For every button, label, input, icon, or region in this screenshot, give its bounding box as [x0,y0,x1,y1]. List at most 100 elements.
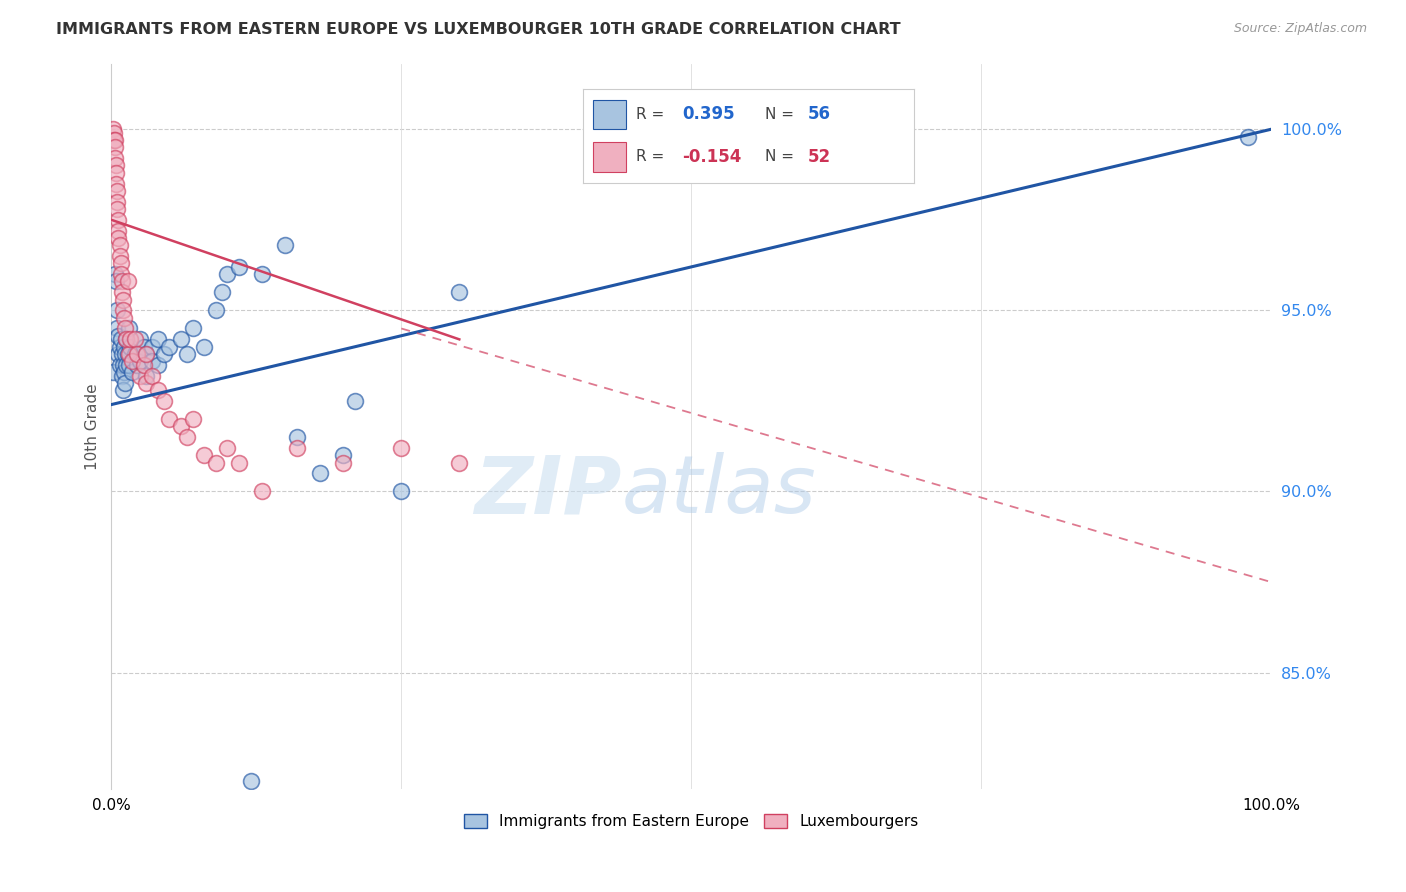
Point [274,238,297,252]
Text: N =: N = [765,107,799,122]
Point [204,303,226,318]
Point [125,358,148,372]
Point [111,347,134,361]
Point [124,332,146,346]
Point [118,332,141,346]
Text: 0.395: 0.395 [683,105,735,123]
Point [181,321,204,335]
Point [129,368,152,383]
Text: R =: R = [637,107,669,122]
Text: Source: ZipAtlas.com: Source: ZipAtlas.com [1233,22,1367,36]
Text: atlas: atlas [621,452,817,531]
Point [135,376,157,390]
Point [146,358,169,372]
Point [118,358,141,372]
Point [170,332,193,346]
Point [135,368,157,383]
Point [114,321,136,335]
Point [332,448,354,462]
Text: -0.154: -0.154 [683,148,742,166]
Point [449,285,471,300]
Point [389,441,412,455]
Point [204,456,226,470]
Point [135,347,157,361]
Point [107,212,129,227]
Legend: Immigrants from Eastern Europe, Luxembourgers: Immigrants from Eastern Europe, Luxembou… [458,807,925,835]
Point [101,122,124,136]
Point [129,354,152,368]
Point [152,393,174,408]
Point [132,340,155,354]
Point [111,293,134,307]
Text: R =: R = [637,149,669,164]
Point [105,194,128,209]
Point [108,340,131,354]
Point [228,260,250,274]
Point [181,412,204,426]
Text: ZIP: ZIP [474,452,621,531]
Point [112,310,135,325]
Point [146,383,169,397]
Point [135,347,157,361]
Bar [593,142,627,171]
Point [193,448,215,462]
Y-axis label: 10th Grade: 10th Grade [86,383,100,469]
Point [332,456,354,470]
Point [114,376,136,390]
Point [239,774,262,789]
Point [309,467,332,481]
Point [108,249,131,263]
Point [117,274,139,288]
Point [110,256,132,270]
Point [111,303,134,318]
Point [115,332,138,346]
Point [104,151,127,165]
Bar [593,100,627,129]
Point [157,412,180,426]
Point [105,184,128,198]
Point [115,332,138,346]
Point [141,340,163,354]
Point [118,321,141,335]
Point [217,441,239,455]
Point [103,133,125,147]
Point [105,177,128,191]
Point [107,347,129,361]
Point [250,484,273,499]
Point [108,238,131,252]
Point [1237,129,1260,144]
Point [110,267,132,281]
Point [105,274,128,288]
Point [193,340,215,354]
Point [105,321,128,335]
Point [141,354,163,368]
Point [112,340,135,354]
Point [176,430,198,444]
Point [124,347,146,361]
Point [105,159,128,173]
Point [343,393,366,408]
Point [118,347,141,361]
Point [132,358,155,372]
Point [170,419,193,434]
Point [121,354,143,368]
Point [107,328,129,343]
Point [228,456,250,470]
Point [125,347,148,361]
Point [389,484,412,499]
Point [141,368,163,383]
Text: 52: 52 [808,148,831,166]
Point [105,202,128,216]
Text: IMMIGRANTS FROM EASTERN EUROPE VS LUXEMBOURGER 10TH GRADE CORRELATION CHART: IMMIGRANTS FROM EASTERN EUROPE VS LUXEMB… [56,22,901,37]
Text: N =: N = [765,149,799,164]
Point [101,365,124,379]
Point [105,166,128,180]
Point [217,267,239,281]
Point [211,285,233,300]
Point [129,332,152,346]
Point [115,358,138,372]
Point [105,303,128,318]
Point [103,126,125,140]
Point [111,274,134,288]
Point [285,441,308,455]
